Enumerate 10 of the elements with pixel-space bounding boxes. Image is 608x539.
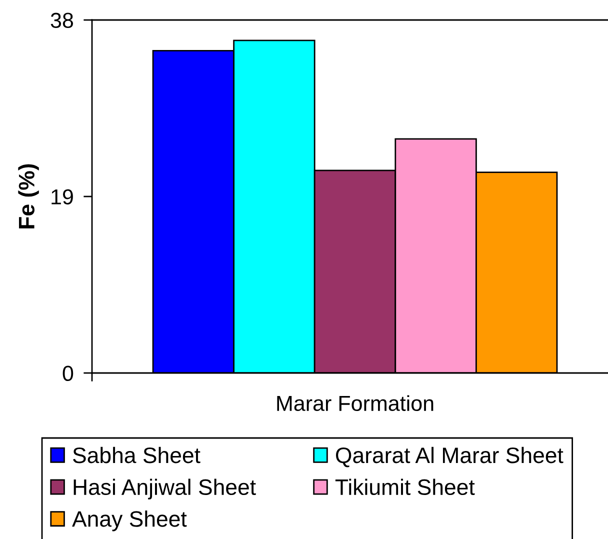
legend-label: Qararat Al Marar Sheet [336,446,564,468]
legend-label: Sabha Sheet [73,446,200,464]
x-tick-label: Marar Formation [277,395,434,412]
y-axis-title: Fe (%) [18,164,39,228]
y-tick-label: 19 [52,189,73,205]
legend-label: Anay Sheet [72,510,187,532]
y-tick-label: 38 [50,12,74,28]
legend-label: Tikiumit Sheet [335,478,475,496]
y-tick-label: 0 [62,366,74,382]
legend-label: Hasi Anjiwal Sheet [74,478,256,500]
